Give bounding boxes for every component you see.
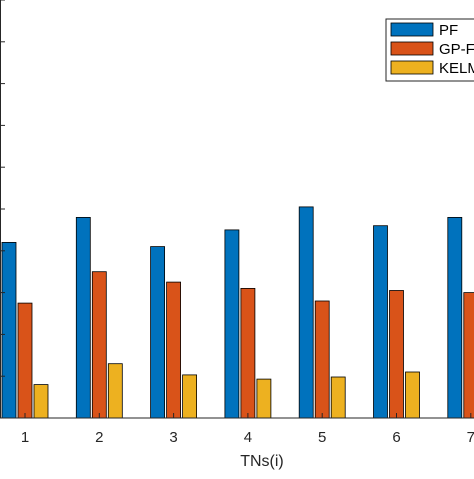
legend-swatch-2 (390, 41, 434, 56)
bar-kelm-1 (33, 384, 49, 418)
x-tick-label-4: 4 (244, 429, 252, 446)
bar-kelm-5 (330, 376, 346, 418)
bar-gp-f-4 (240, 287, 256, 418)
bar-pf-5 (298, 206, 314, 418)
bar-pf-6 (373, 225, 388, 418)
bar-pf-1 (1, 241, 17, 418)
legend-label-3: KELM (439, 60, 474, 77)
bar-kelm-3 (182, 374, 198, 418)
bar-kelm-2 (107, 363, 123, 418)
x-tick-label-7: 7 (467, 429, 474, 446)
x-tick-label-1: 1 (21, 429, 29, 446)
legend-label-1: PF (439, 22, 458, 39)
legend-swatch-1 (390, 22, 434, 37)
x-tick-label-3: 3 (169, 429, 177, 446)
x-tick-label-6: 6 (392, 429, 400, 446)
x-tick-label-2: 2 (95, 429, 103, 446)
bar-gp-f-1 (17, 302, 33, 418)
bar-pf-3 (150, 246, 166, 418)
bar-gp-f-6 (389, 290, 404, 418)
legend-label-2: GP-F (439, 41, 474, 58)
legend-swatch-3 (390, 60, 434, 75)
x-axis-label: TNs(i) (240, 453, 284, 470)
bar-kelm-6 (405, 371, 420, 418)
bar-pf-7 (447, 216, 463, 418)
bar-gp-f-3 (166, 281, 182, 418)
bar-kelm-4 (256, 378, 272, 418)
bar-gp-f-2 (91, 271, 107, 418)
bar-gp-f-7 (463, 292, 474, 418)
x-tick-label-5: 5 (318, 429, 326, 446)
bar-pf-4 (224, 229, 240, 418)
bar-pf-2 (75, 216, 91, 418)
bar-gp-f-5 (314, 300, 330, 418)
